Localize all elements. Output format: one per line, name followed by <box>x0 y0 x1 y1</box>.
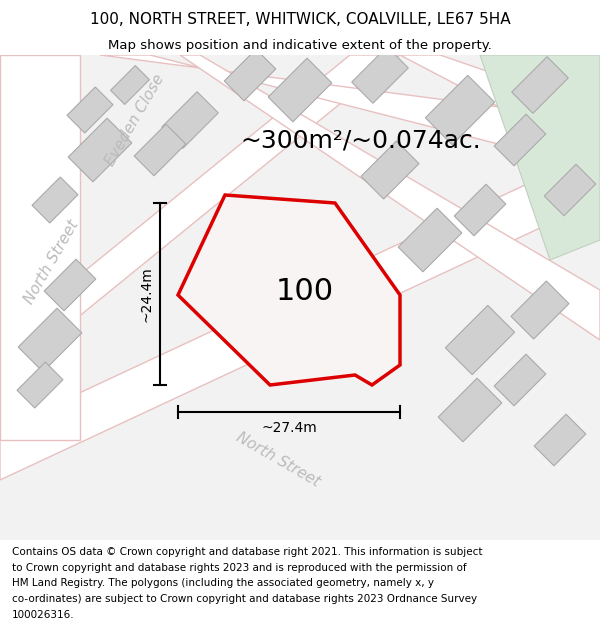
Polygon shape <box>100 55 600 170</box>
Text: 100, NORTH STREET, WHITWICK, COALVILLE, LE67 5HA: 100, NORTH STREET, WHITWICK, COALVILLE, … <box>89 12 511 27</box>
Polygon shape <box>134 124 186 176</box>
Polygon shape <box>180 55 600 340</box>
Polygon shape <box>494 354 546 406</box>
Text: ~27.4m: ~27.4m <box>261 421 317 435</box>
Text: Map shows position and indicative extent of the property.: Map shows position and indicative extent… <box>108 39 492 51</box>
Polygon shape <box>352 47 408 103</box>
Text: ~300m²/~0.074ac.: ~300m²/~0.074ac. <box>240 128 481 152</box>
Polygon shape <box>67 87 113 133</box>
Text: HM Land Registry. The polygons (including the associated geometry, namely x, y: HM Land Registry. The polygons (includin… <box>12 578 434 588</box>
Polygon shape <box>494 114 546 166</box>
Polygon shape <box>32 177 78 223</box>
Polygon shape <box>18 308 82 372</box>
Polygon shape <box>400 55 600 160</box>
Polygon shape <box>178 195 400 385</box>
Polygon shape <box>511 281 569 339</box>
Polygon shape <box>162 92 218 148</box>
Text: to Crown copyright and database rights 2023 and is reproduced with the permissio: to Crown copyright and database rights 2… <box>12 562 467 572</box>
Text: North Street: North Street <box>22 217 82 306</box>
Polygon shape <box>438 378 502 442</box>
Polygon shape <box>224 49 276 101</box>
Polygon shape <box>0 55 400 340</box>
Text: 100: 100 <box>276 278 334 306</box>
Polygon shape <box>68 118 132 182</box>
Polygon shape <box>512 57 568 113</box>
Polygon shape <box>425 76 494 144</box>
Polygon shape <box>110 66 149 104</box>
Polygon shape <box>544 164 596 216</box>
Polygon shape <box>398 208 462 272</box>
Polygon shape <box>17 362 63 408</box>
Polygon shape <box>268 58 332 122</box>
Polygon shape <box>454 184 506 236</box>
Polygon shape <box>534 414 586 466</box>
Text: ~24.4m: ~24.4m <box>139 266 153 322</box>
Text: Contains OS data © Crown copyright and database right 2021. This information is : Contains OS data © Crown copyright and d… <box>12 547 482 557</box>
Polygon shape <box>445 306 515 374</box>
Text: Eveden Close: Eveden Close <box>103 72 167 168</box>
Text: co-ordinates) are subject to Crown copyright and database rights 2023 Ordnance S: co-ordinates) are subject to Crown copyr… <box>12 594 477 604</box>
Polygon shape <box>0 150 600 480</box>
Polygon shape <box>0 55 600 540</box>
Polygon shape <box>44 259 96 311</box>
Text: North Street: North Street <box>233 430 323 490</box>
Text: 100026316.: 100026316. <box>12 610 74 620</box>
Polygon shape <box>480 55 600 260</box>
Polygon shape <box>0 55 80 440</box>
Polygon shape <box>361 141 419 199</box>
